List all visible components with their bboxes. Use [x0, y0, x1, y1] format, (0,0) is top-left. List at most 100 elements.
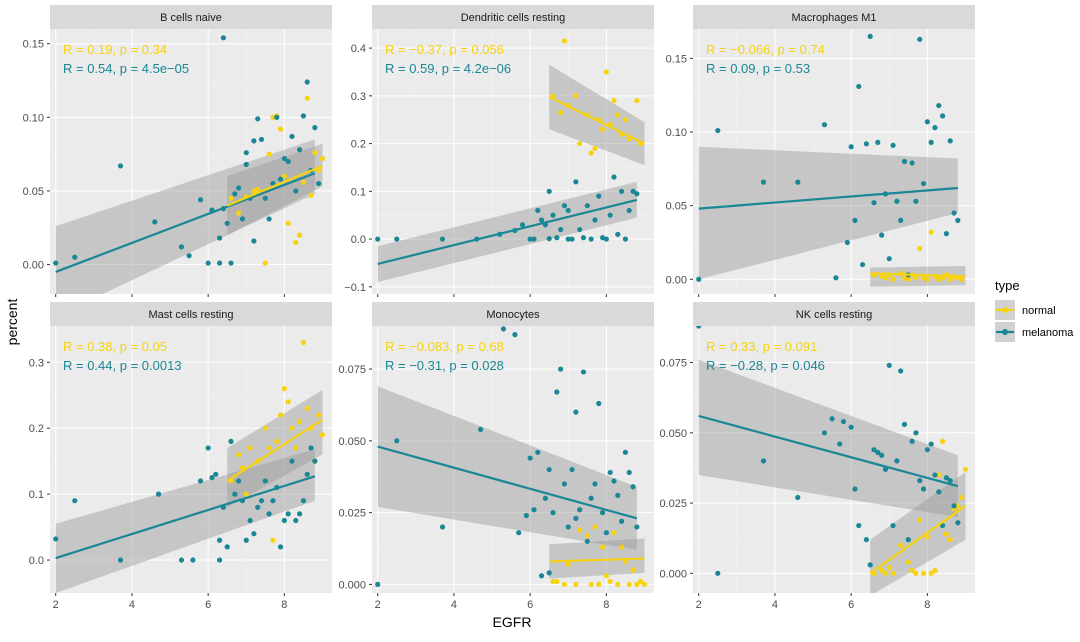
point-melanoma	[561, 481, 568, 487]
point-melanoma	[243, 537, 249, 543]
point-normal	[561, 581, 568, 587]
point-melanoma	[715, 570, 721, 576]
regression-line-melanoma	[377, 445, 638, 520]
point-melanoma	[611, 174, 617, 180]
point-melanoma	[236, 478, 242, 484]
y-tick-label: 0.000	[338, 579, 366, 591]
legend-key-point	[1002, 329, 1008, 335]
legend-label: melanoma	[1022, 327, 1074, 339]
x-tick-label: 6	[527, 599, 533, 611]
point-melanoma	[178, 557, 185, 563]
y-axis-title: percent	[4, 299, 20, 346]
point-melanoma	[588, 495, 594, 501]
point-melanoma	[243, 161, 249, 168]
point-normal	[312, 150, 318, 156]
panel-macrophages-m1: Macrophages M1 0.00 0.05 0.10 0.15 R = −0.066…	[666, 5, 975, 297]
panels-layer: B cells naive 0.00 0.05 0.10 0.15 R = 0.19, p…	[23, 5, 975, 611]
point-normal	[928, 570, 934, 576]
point-normal	[319, 432, 326, 438]
point-normal	[293, 445, 299, 451]
point-normal	[596, 581, 602, 587]
stat-label-melanoma: R = 0.59, p = 4.2e−06	[385, 61, 511, 76]
point-melanoma	[535, 449, 541, 455]
point-melanoma	[619, 188, 625, 194]
panel-title: Monocytes	[486, 309, 540, 321]
point-melanoma	[220, 35, 226, 41]
point-melanoma	[619, 518, 625, 524]
point-melanoma	[890, 142, 896, 148]
point-melanoma	[630, 188, 636, 194]
point-melanoma	[561, 203, 568, 209]
plot-area	[375, 326, 648, 587]
point-melanoma	[216, 235, 223, 241]
y-tick-label: 0.15	[23, 39, 44, 51]
point-melanoma	[232, 191, 238, 197]
point-melanoma	[898, 368, 904, 374]
point-melanoma	[243, 150, 249, 156]
point-melanoma	[478, 426, 484, 432]
point-normal	[285, 399, 291, 405]
point-melanoma	[224, 544, 230, 550]
point-melanoma	[634, 191, 640, 197]
point-melanoma	[852, 486, 858, 492]
point-normal	[285, 220, 291, 226]
x-tick-label: 6	[205, 599, 211, 611]
point-melanoma	[821, 430, 828, 436]
y-tick-label: 0.1	[29, 489, 44, 501]
confidence-band-melanoma	[377, 386, 637, 550]
point-normal	[599, 544, 606, 550]
point-melanoma	[913, 430, 919, 436]
point-melanoma	[558, 226, 564, 233]
point-melanoma	[251, 238, 257, 244]
confidence-band-melanoma	[55, 449, 315, 593]
point-melanoma	[603, 530, 609, 536]
point-melanoma	[300, 498, 307, 504]
x-tick-label: 8	[603, 599, 609, 611]
point-melanoma	[550, 212, 556, 218]
point-melanoma	[580, 235, 587, 241]
point-melanoma	[856, 83, 862, 90]
point-normal	[928, 229, 934, 235]
y-tick-label: 0.15	[666, 53, 687, 65]
point-melanoma	[152, 219, 158, 225]
point-normal	[304, 95, 310, 101]
point-melanoma	[894, 198, 900, 204]
point-normal	[959, 276, 965, 282]
point-normal	[936, 472, 942, 478]
point-melanoma	[274, 114, 280, 120]
point-melanoma	[760, 458, 767, 464]
confidence-band-melanoma	[55, 139, 315, 294]
point-normal	[924, 534, 930, 540]
point-melanoma	[297, 147, 303, 153]
point-melanoma	[205, 445, 211, 451]
point-normal	[626, 581, 632, 587]
point-melanoma	[394, 438, 400, 444]
point-melanoma	[821, 122, 828, 128]
panel-background	[693, 29, 975, 294]
point-melanoma	[72, 254, 78, 260]
panel-nk-cells-resting: NK cells resting 0.000 0.025 0.050 0.075 2 4 6 8…	[659, 302, 975, 611]
point-melanoma	[251, 138, 257, 144]
regression-line-normal	[870, 272, 966, 278]
plot-area	[696, 326, 969, 593]
point-melanoma	[573, 179, 579, 185]
point-melanoma	[932, 125, 938, 131]
panel-strip	[372, 302, 654, 326]
point-melanoma	[523, 512, 529, 519]
panel-background	[693, 326, 975, 593]
point-melanoma	[247, 517, 253, 524]
point-melanoma	[932, 472, 938, 478]
point-melanoma	[909, 438, 915, 444]
point-melanoma	[569, 466, 575, 473]
point-melanoma	[232, 491, 238, 497]
point-melanoma	[565, 236, 571, 242]
point-melanoma	[924, 447, 930, 453]
point-melanoma	[696, 326, 702, 329]
point-normal	[247, 445, 253, 451]
point-normal	[913, 570, 919, 576]
point-melanoma	[592, 481, 598, 487]
point-melanoma	[917, 477, 923, 484]
regression-line-melanoma	[55, 172, 316, 273]
stat-label-normal: R = 0.19, p = 0.34	[63, 42, 167, 57]
plot-area	[696, 33, 966, 287]
